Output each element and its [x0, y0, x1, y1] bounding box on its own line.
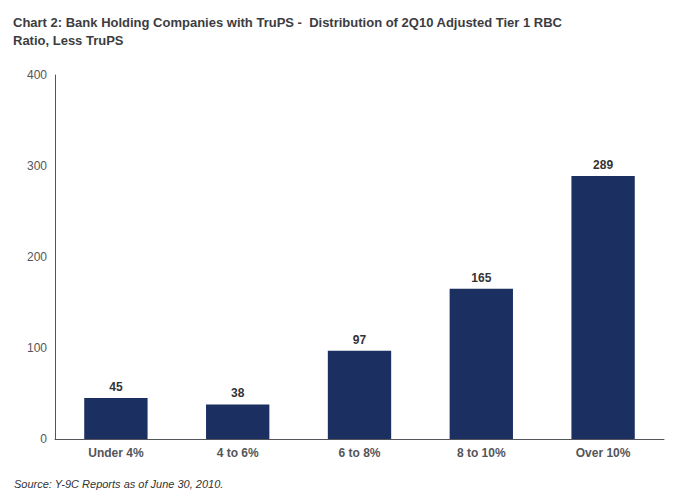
svg-text:Ratio, Less TruPS: Ratio, Less TruPS — [13, 33, 124, 48]
svg-text:6 to 8%: 6 to 8% — [338, 446, 380, 460]
svg-text:165: 165 — [471, 271, 491, 285]
svg-text:Over 10%: Over 10% — [576, 446, 631, 460]
svg-text:300: 300 — [27, 159, 47, 173]
svg-text:Chart 2: Bank Holding Companie: Chart 2: Bank Holding Companies with Tru… — [13, 15, 563, 30]
svg-text:Under 4%: Under 4% — [88, 446, 144, 460]
svg-text:100: 100 — [27, 341, 47, 355]
svg-text:4 to 6%: 4 to 6% — [217, 446, 259, 460]
svg-text:289: 289 — [593, 158, 613, 172]
svg-text:200: 200 — [27, 250, 47, 264]
svg-text:400: 400 — [27, 68, 47, 82]
svg-text:45: 45 — [109, 380, 123, 394]
svg-text:97: 97 — [353, 333, 367, 347]
svg-text:8 to 10%: 8 to 10% — [457, 446, 506, 460]
svg-text:Source: Y-9C Reports as of Jun: Source: Y-9C Reports as of June 30, 2010… — [14, 478, 223, 490]
svg-text:38: 38 — [231, 386, 245, 400]
svg-text:0: 0 — [40, 432, 47, 446]
